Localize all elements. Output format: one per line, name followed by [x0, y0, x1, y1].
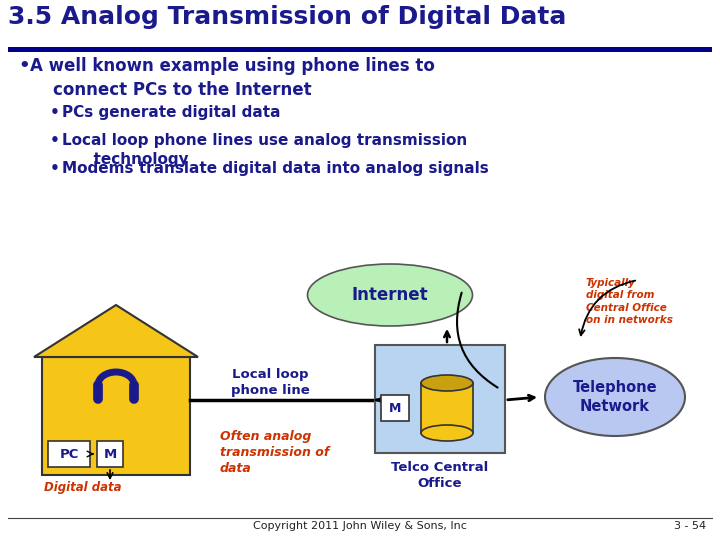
- Text: Internet: Internet: [351, 286, 428, 304]
- Bar: [375, 345, 505, 453]
- Polygon shape: [34, 305, 198, 357]
- Bar: [42, 357, 190, 475]
- Text: •: •: [50, 161, 60, 176]
- Text: 3 - 54: 3 - 54: [674, 521, 706, 531]
- Text: Local loop phone lines use analog transmission
      technology: Local loop phone lines use analog transm…: [62, 133, 467, 167]
- Text: Telephone
Network: Telephone Network: [572, 380, 657, 414]
- Text: M: M: [104, 448, 117, 461]
- Text: Local loop
phone line: Local loop phone line: [230, 368, 310, 397]
- Text: •: •: [50, 133, 60, 148]
- Text: A well known example using phone lines to
    connect PCs to the Internet: A well known example using phone lines t…: [30, 57, 435, 99]
- Text: Digital data: Digital data: [44, 481, 122, 494]
- Bar: [421, 383, 473, 433]
- Text: Often analog
transmission of
data: Often analog transmission of data: [220, 430, 329, 475]
- Ellipse shape: [421, 425, 473, 441]
- Text: Typically
digital from
Central Office
on in networks: Typically digital from Central Office on…: [586, 278, 673, 325]
- Text: 3.5 Analog Transmission of Digital Data: 3.5 Analog Transmission of Digital Data: [8, 5, 567, 29]
- Text: Telco Central
Office: Telco Central Office: [392, 461, 489, 490]
- FancyBboxPatch shape: [8, 47, 712, 52]
- Ellipse shape: [545, 358, 685, 436]
- Ellipse shape: [421, 375, 473, 391]
- Bar: [48, 441, 90, 467]
- Text: PCs generate digital data: PCs generate digital data: [62, 105, 281, 120]
- Ellipse shape: [307, 264, 472, 326]
- Text: M: M: [389, 402, 401, 415]
- Text: PC: PC: [59, 448, 78, 461]
- Text: •: •: [50, 105, 60, 120]
- Bar: [97, 441, 123, 467]
- Bar: [381, 395, 409, 421]
- Text: Copyright 2011 John Wiley & Sons, Inc: Copyright 2011 John Wiley & Sons, Inc: [253, 521, 467, 531]
- Text: •: •: [18, 57, 30, 75]
- Text: Modems translate digital data into analog signals: Modems translate digital data into analo…: [62, 161, 489, 176]
